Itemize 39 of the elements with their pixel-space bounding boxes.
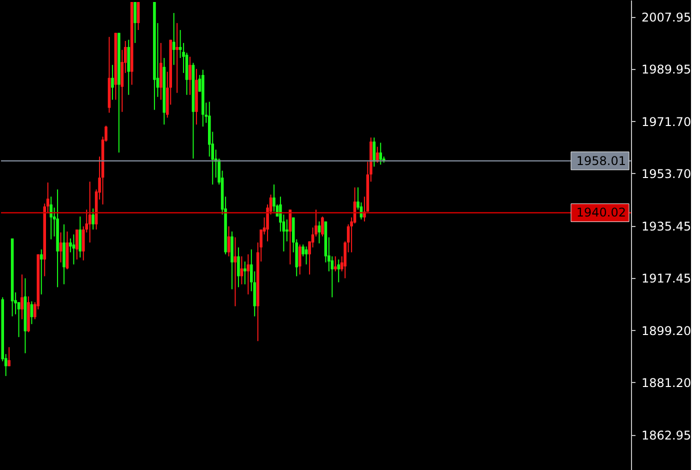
candlestick [111,64,114,100]
candlestick [318,220,321,244]
candlestick [30,300,34,325]
y-tick-label: 1862.95 [642,428,692,442]
y-tick-label: 1899.20 [642,324,692,338]
candlestick [20,274,24,320]
candlestick [134,2,136,44]
y-tick-label: 1881.20 [642,376,692,390]
candlestick [244,261,246,285]
candlestick [76,229,78,260]
candlestick [246,254,250,295]
candlestick [88,181,92,243]
y-tick-label: 1917.45 [642,271,692,286]
ref-line-label: 1940.02 [576,206,626,220]
candlestick [286,218,288,242]
candlestick [337,259,340,283]
candlestick [298,244,302,276]
ref-line-label: 1958.01 [576,154,626,168]
candlestick [8,346,10,367]
candlestick [227,226,230,257]
y-tick-label: 1935.45 [642,219,692,234]
candlestick [188,56,192,96]
candlestick [78,216,82,258]
candlestick [304,246,308,265]
candlestick [40,248,43,295]
candlestick [334,256,337,272]
candlestick [272,184,276,212]
y-tick-label: 1971.70 [642,114,692,129]
y-tick-label: 2007.95 [642,10,692,24]
candlestick [379,142,382,166]
candlestick [376,146,379,164]
candlestick [59,232,62,263]
y-tick-label: 1953.70 [642,166,692,181]
candlestick [237,246,240,288]
y-tick-label: 1989.95 [642,62,692,76]
candlestick [92,208,94,230]
candlestick [321,216,324,237]
candlestick [176,22,178,94]
candlestick [50,196,52,240]
